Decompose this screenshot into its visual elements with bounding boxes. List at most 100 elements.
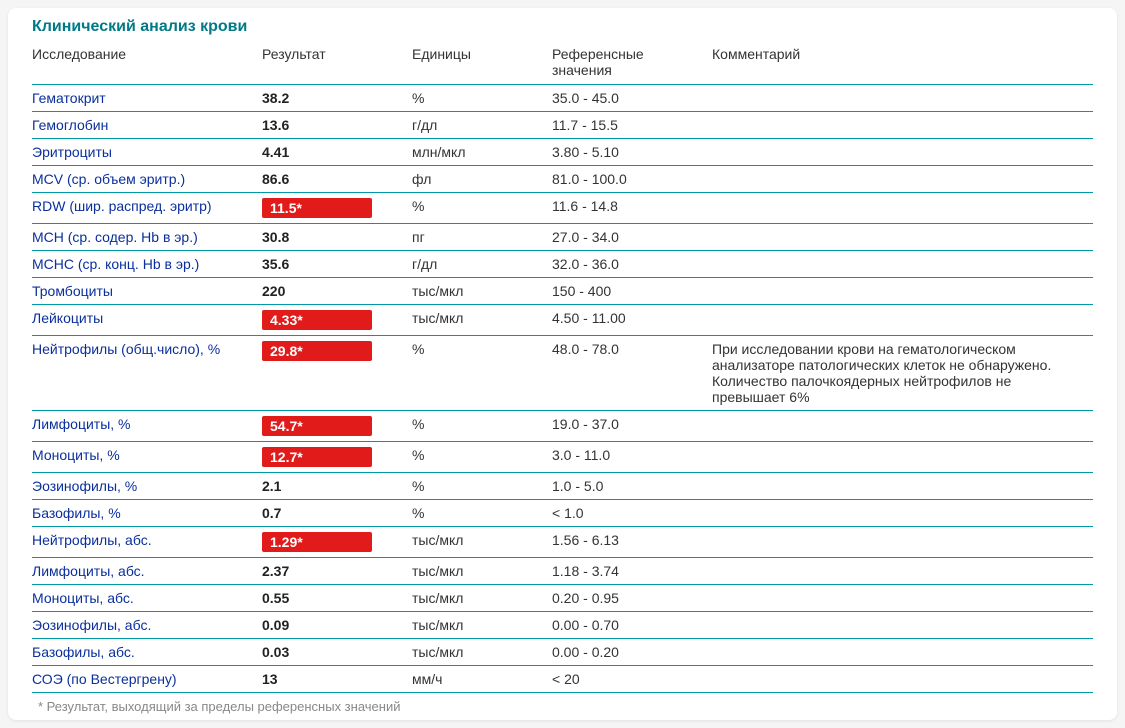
cell-result: 2.1 [262, 473, 412, 500]
cell-param: Гематокрит [32, 85, 262, 112]
table-row: Гемоглобин13.6г/дл11.7 - 15.5 [32, 112, 1093, 139]
flagged-result: 29.8* [262, 341, 372, 361]
table-row: Эритроциты4.41млн/мкл3.80 - 5.10 [32, 139, 1093, 166]
cell-comment [712, 500, 1093, 527]
cell-result: 1.29* [262, 527, 412, 558]
cell-param: Лимфоциты, абс. [32, 558, 262, 585]
table-row: RDW (шир. распред. эритр)11.5*%11.6 - 14… [32, 193, 1093, 224]
cell-unit: мм/ч [412, 666, 552, 693]
cell-param: Моноциты, % [32, 442, 262, 473]
cell-result: 13 [262, 666, 412, 693]
table-row: Моноциты, %12.7*%3.0 - 11.0 [32, 442, 1093, 473]
cell-reference: 1.0 - 5.0 [552, 473, 712, 500]
table-row: Лейкоциты4.33*тыс/мкл4.50 - 11.00 [32, 305, 1093, 336]
cell-param: Тромбоциты [32, 278, 262, 305]
cell-param: Лимфоциты, % [32, 411, 262, 442]
flagged-result: 12.7* [262, 447, 372, 467]
cell-reference: 0.20 - 0.95 [552, 585, 712, 612]
cell-result: 12.7* [262, 442, 412, 473]
cell-comment [712, 527, 1093, 558]
cell-unit: % [412, 336, 552, 411]
table-row: Нейтрофилы (общ.число), %29.8*%48.0 - 78… [32, 336, 1093, 411]
cell-result: 4.41 [262, 139, 412, 166]
table-row: Эозинофилы, абс.0.09тыс/мкл0.00 - 0.70 [32, 612, 1093, 639]
flagged-result: 1.29* [262, 532, 372, 552]
cell-comment [712, 251, 1093, 278]
cell-result: 86.6 [262, 166, 412, 193]
col-header-ref: Референсные значения [552, 40, 712, 85]
cell-comment [712, 305, 1093, 336]
cell-comment: При исследовании крови на гематологическ… [712, 336, 1093, 411]
cell-result: 35.6 [262, 251, 412, 278]
cell-comment [712, 473, 1093, 500]
results-table: Исследование Результат Единицы Референсн… [32, 40, 1093, 693]
cell-result: 0.09 [262, 612, 412, 639]
cell-unit: % [412, 85, 552, 112]
table-row: Эозинофилы, %2.1%1.0 - 5.0 [32, 473, 1093, 500]
table-row: Моноциты, абс.0.55тыс/мкл0.20 - 0.95 [32, 585, 1093, 612]
table-header-row: Исследование Результат Единицы Референсн… [32, 40, 1093, 85]
cell-comment [712, 558, 1093, 585]
cell-reference: 11.7 - 15.5 [552, 112, 712, 139]
cell-param: Моноциты, абс. [32, 585, 262, 612]
cell-reference: 19.0 - 37.0 [552, 411, 712, 442]
table-row: Тромбоциты220тыс/мкл150 - 400 [32, 278, 1093, 305]
cell-unit: тыс/мкл [412, 278, 552, 305]
cell-comment [712, 278, 1093, 305]
cell-reference: 4.50 - 11.00 [552, 305, 712, 336]
cell-param: Нейтрофилы (общ.число), % [32, 336, 262, 411]
cell-comment [712, 193, 1093, 224]
flagged-result: 4.33* [262, 310, 372, 330]
cell-param: Лейкоциты [32, 305, 262, 336]
cell-param: Базофилы, % [32, 500, 262, 527]
col-header-unit: Единицы [412, 40, 552, 85]
report-title: Клинический анализ крови [32, 18, 1093, 40]
cell-result: 54.7* [262, 411, 412, 442]
cell-param: Нейтрофилы, абс. [32, 527, 262, 558]
cell-unit: тыс/мкл [412, 558, 552, 585]
cell-reference: 81.0 - 100.0 [552, 166, 712, 193]
footnote-text: * Результат, выходящий за пределы рефере… [32, 693, 1093, 714]
cell-unit: г/дл [412, 251, 552, 278]
cell-unit: % [412, 442, 552, 473]
report-sheet: Клинический анализ крови Исследование Ре… [8, 8, 1117, 720]
cell-comment [712, 166, 1093, 193]
table-row: Базофилы, %0.7%< 1.0 [32, 500, 1093, 527]
cell-reference: 1.18 - 3.74 [552, 558, 712, 585]
cell-unit: г/дл [412, 112, 552, 139]
table-row: MCV (ср. объем эритр.)86.6фл81.0 - 100.0 [32, 166, 1093, 193]
cell-reference: 3.80 - 5.10 [552, 139, 712, 166]
cell-reference: 150 - 400 [552, 278, 712, 305]
table-row: Гематокрит38.2%35.0 - 45.0 [32, 85, 1093, 112]
cell-result: 30.8 [262, 224, 412, 251]
cell-comment [712, 411, 1093, 442]
cell-unit: % [412, 193, 552, 224]
cell-unit: тыс/мкл [412, 585, 552, 612]
cell-result: 0.55 [262, 585, 412, 612]
cell-result: 29.8* [262, 336, 412, 411]
cell-comment [712, 85, 1093, 112]
cell-param: Эозинофилы, абс. [32, 612, 262, 639]
flagged-result: 11.5* [262, 198, 372, 218]
cell-comment [712, 585, 1093, 612]
cell-reference: 3.0 - 11.0 [552, 442, 712, 473]
cell-param: MCHC (ср. конц. Hb в эр.) [32, 251, 262, 278]
cell-comment [712, 139, 1093, 166]
table-row: MCH (ср. содер. Hb в эр.)30.8пг27.0 - 34… [32, 224, 1093, 251]
table-row: Нейтрофилы, абс.1.29* тыс/мкл1.56 - 6.13 [32, 527, 1093, 558]
cell-reference: 11.6 - 14.8 [552, 193, 712, 224]
col-header-comment: Комментарий [712, 40, 1093, 85]
table-row: СОЭ (по Вестергрену)13мм/ч< 20 [32, 666, 1093, 693]
cell-reference: 0.00 - 0.70 [552, 612, 712, 639]
cell-unit: тыс/мкл [412, 612, 552, 639]
cell-unit: тыс/мкл [412, 527, 552, 558]
cell-reference: < 1.0 [552, 500, 712, 527]
cell-unit: % [412, 411, 552, 442]
cell-reference: 1.56 - 6.13 [552, 527, 712, 558]
cell-result: 0.7 [262, 500, 412, 527]
cell-param: Эритроциты [32, 139, 262, 166]
cell-unit: % [412, 500, 552, 527]
cell-reference: 32.0 - 36.0 [552, 251, 712, 278]
cell-reference: 35.0 - 45.0 [552, 85, 712, 112]
cell-param: MCV (ср. объем эритр.) [32, 166, 262, 193]
